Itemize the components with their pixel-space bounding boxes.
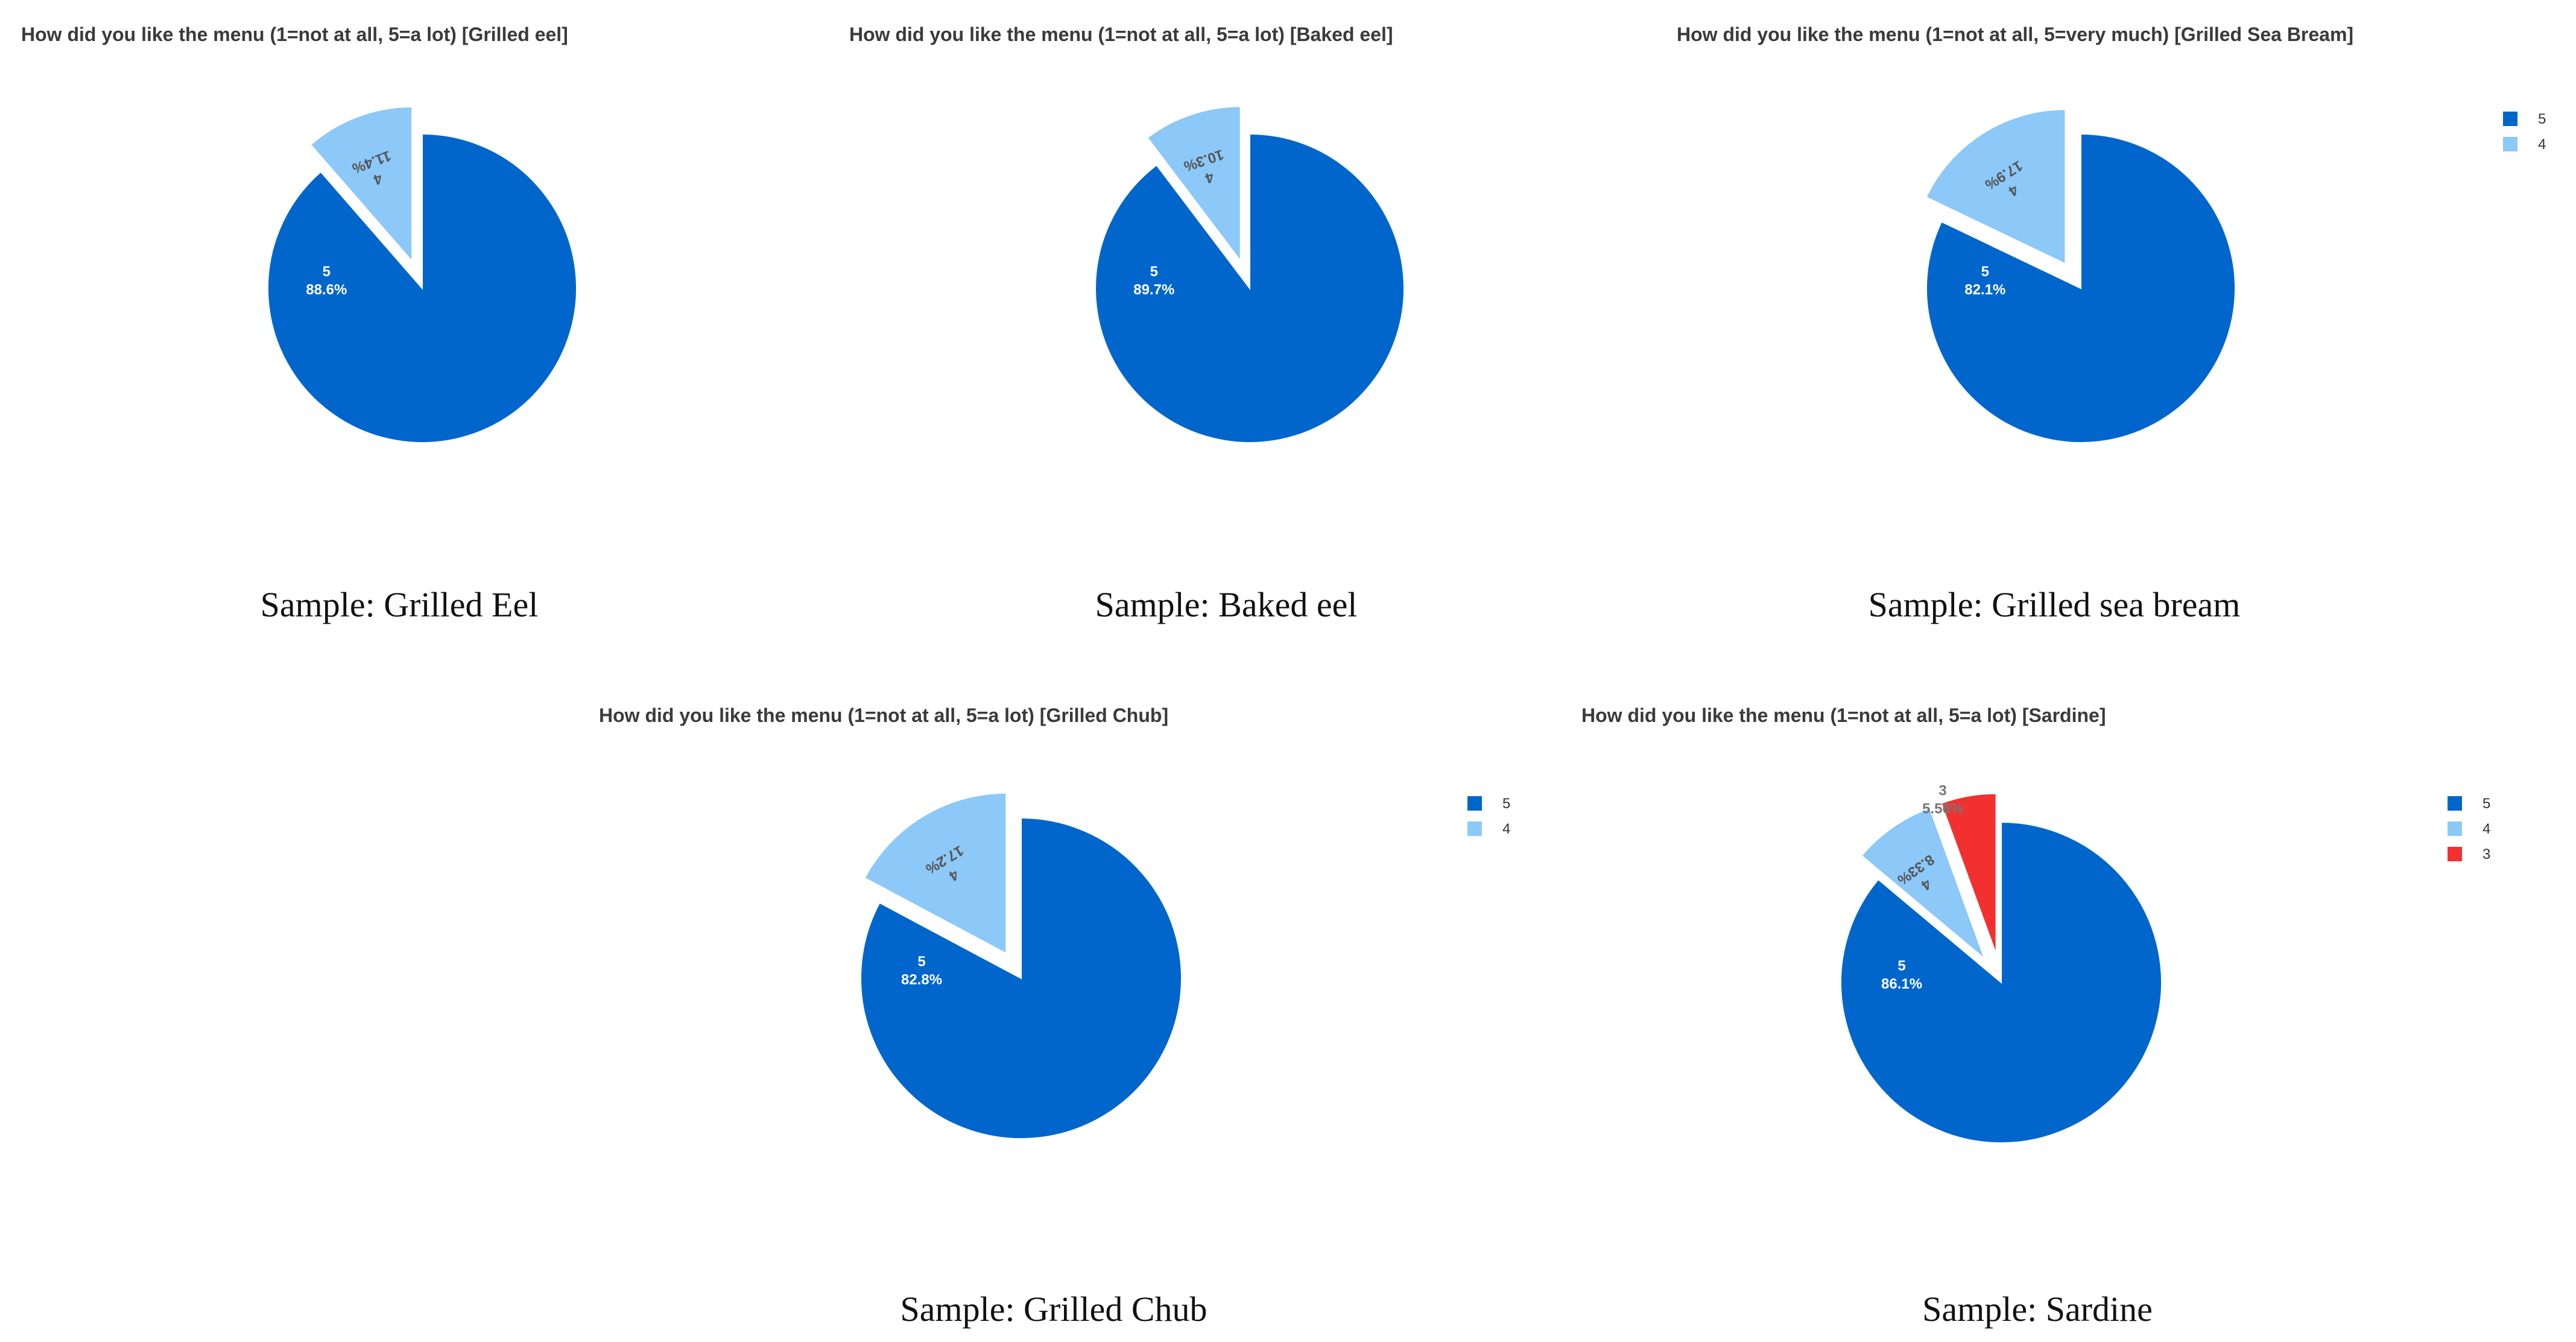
pie-chart-4: How did you like the menu (1=not at all,… — [599, 704, 1510, 1329]
pie-chart-3: How did you like the menu (1=not at all,… — [1677, 24, 2546, 624]
chart-title: How did you like the menu (1=not at all,… — [1581, 704, 2106, 726]
legend-label-4: 4 — [2483, 821, 2490, 837]
sample-caption: Sample: Sardine — [1922, 1290, 2153, 1329]
slice-value-label: 88.6% — [306, 282, 347, 298]
legend-label-5: 5 — [2483, 796, 2490, 812]
chart-title: How did you like the menu (1=not at all,… — [849, 24, 1393, 45]
slice-category-label: 3 — [1938, 783, 1946, 799]
slice-value-label: 5.56% — [1922, 801, 1963, 817]
pie-chart-2: How did you like the menu (1=not at all,… — [849, 24, 1405, 624]
legend-label-3: 3 — [2483, 846, 2490, 862]
legend-swatch-3 — [2448, 847, 2462, 861]
slice-value-label: 82.8% — [901, 972, 942, 988]
pie-chart-1: How did you like the menu (1=not at all,… — [21, 24, 577, 624]
pie-slice-5 — [1095, 133, 1405, 443]
legend-label-5: 5 — [2538, 111, 2546, 127]
legend-label-5: 5 — [1502, 796, 1510, 812]
slice-category-label: 5 — [917, 954, 925, 970]
slice-category-label: 5 — [1897, 958, 1905, 974]
pie-slice-4 — [1861, 807, 1986, 961]
legend-swatch-5 — [1467, 796, 1482, 811]
pie-slice-4 — [864, 792, 1007, 955]
pie-slice-5 — [1926, 133, 2236, 443]
sample-caption: Sample: Grilled sea bream — [1869, 585, 2241, 624]
chart-legend: 54 — [1467, 796, 1510, 837]
slice-value-label: 82.1% — [1964, 282, 2005, 298]
sample-caption: Sample: Grilled Chub — [900, 1290, 1207, 1329]
legend-swatch-5 — [2503, 112, 2517, 126]
sample-caption: Sample: Baked eel — [1095, 585, 1358, 624]
chart-title: How did you like the menu (1=not at all,… — [599, 704, 1168, 726]
legend-swatch-4 — [2503, 137, 2517, 151]
pie-slice-4 — [1925, 109, 2066, 265]
chart-title: How did you like the menu (1=not at all,… — [21, 24, 568, 45]
slice-value-label: 89.7% — [1133, 282, 1174, 298]
chart-legend: 54 — [2503, 111, 2546, 153]
legend-swatch-4 — [2448, 821, 2462, 836]
pie-slice-5 — [1840, 821, 2162, 1144]
sample-caption: Sample: Grilled Eel — [261, 585, 539, 624]
chart-legend: 5 4 3 — [2448, 796, 2490, 862]
pie-slice-4 — [1146, 106, 1241, 263]
legend-swatch-5 — [2448, 796, 2462, 811]
pie-chart-5: How did you like the menu (1=not at all,… — [1581, 704, 2490, 1329]
chart-title: How did you like the menu (1=not at all,… — [1677, 24, 2353, 45]
legend-label-4: 4 — [2538, 136, 2546, 153]
pie-slice-3 — [1940, 793, 1997, 955]
slice-category-label: 5 — [1981, 264, 1989, 280]
legend-swatch-4 — [1467, 821, 1482, 836]
pie-slice-5 — [267, 133, 577, 443]
slice-category-label: 5 — [323, 264, 331, 280]
slice-category-label: 5 — [1150, 264, 1158, 280]
legend-label-4: 4 — [1502, 821, 1510, 837]
pie-slice-5 — [860, 817, 1182, 1139]
slice-value-label: 86.1% — [1881, 976, 1922, 992]
pie-slice-4 — [309, 106, 413, 263]
